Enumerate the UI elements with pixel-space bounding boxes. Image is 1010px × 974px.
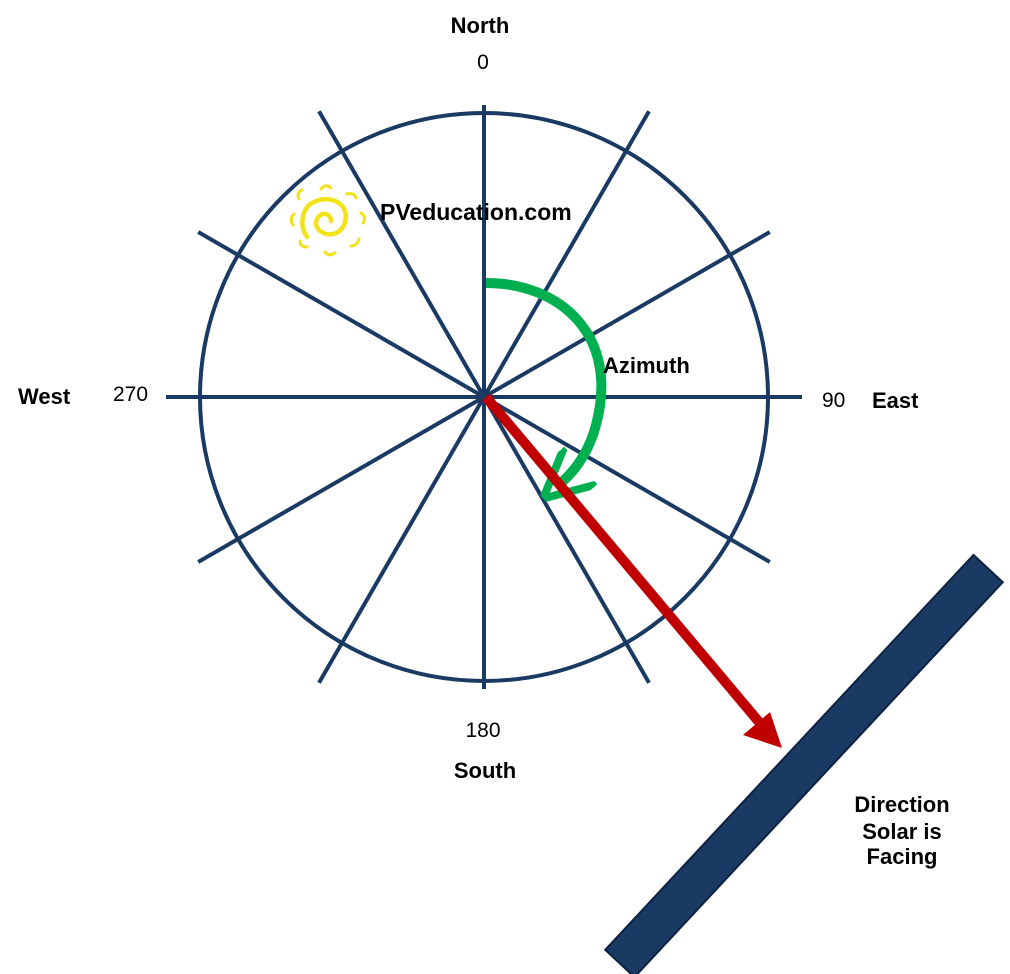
north-degree: 0 (477, 51, 489, 74)
compass-spokes (166, 105, 802, 689)
brand-label: PVeducation.com (380, 199, 572, 225)
panel-caption-line-3: Facing (867, 844, 938, 869)
compass-spoke-300 (197, 230, 485, 399)
east-degree: 90 (822, 389, 845, 412)
azimuth-arc-arrow (485, 278, 607, 482)
compass-spoke-30 (482, 110, 651, 398)
compass-spoke-240 (197, 395, 485, 564)
compass-spoke-210 (317, 396, 486, 684)
compass-spoke-330 (317, 110, 486, 398)
compass-spoke-150 (482, 396, 651, 684)
panel-caption-line-1: Direction (854, 792, 949, 817)
compass-spoke-120 (483, 395, 771, 564)
north-label: North (451, 13, 510, 38)
west-degree: 270 (113, 383, 148, 406)
azimuth-label: Azimuth (603, 353, 690, 378)
facing-direction-arrow (482, 393, 782, 748)
south-degree: 180 (465, 719, 500, 742)
solar-panel (603, 553, 1005, 974)
south-label: South (454, 758, 516, 783)
compass-spoke-60 (483, 230, 771, 399)
east-label: East (872, 388, 919, 413)
west-label: West (18, 384, 71, 409)
panel-caption-line-2: Solar is (862, 819, 941, 844)
sun-icon (289, 184, 367, 257)
